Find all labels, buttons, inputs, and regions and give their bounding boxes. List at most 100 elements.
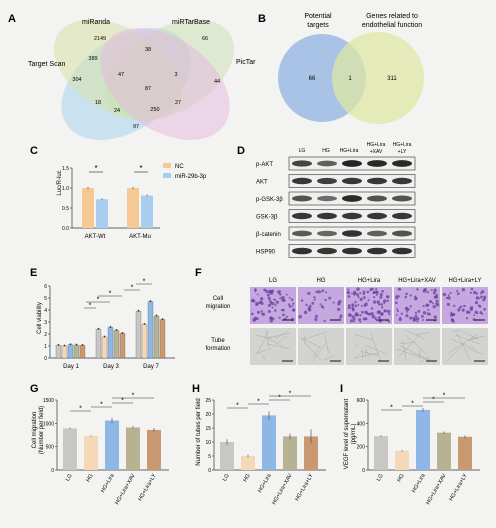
stained-cell	[379, 292, 383, 297]
y-tick-label: 5	[208, 454, 211, 460]
stained-cell	[268, 289, 273, 294]
stained-cell	[375, 293, 378, 296]
tube-network	[365, 345, 388, 355]
stained-cell	[256, 310, 261, 314]
stained-cell	[290, 298, 294, 302]
stained-cell	[275, 300, 279, 304]
stained-cell	[465, 317, 469, 320]
blot-band	[342, 195, 362, 202]
stained-cell	[394, 301, 398, 305]
stained-cell	[363, 296, 366, 299]
stained-cell	[288, 303, 291, 306]
stained-cell	[433, 315, 437, 319]
bar	[61, 345, 68, 359]
venn-a-count: 38	[145, 47, 151, 53]
stained-cell	[332, 301, 335, 304]
tube-network	[355, 344, 359, 347]
y-tick-label: 25	[205, 398, 211, 404]
stained-cell	[433, 295, 437, 299]
blot-col-hg: HG	[322, 148, 330, 154]
tube-network	[402, 339, 407, 362]
blot-band	[392, 160, 412, 167]
stained-cell	[442, 292, 447, 297]
stained-cell	[307, 291, 311, 295]
stained-cell	[363, 304, 367, 308]
stained-cell	[357, 303, 360, 306]
stained-cell	[347, 288, 350, 291]
data-dot	[75, 343, 78, 346]
stained-cell	[364, 310, 368, 314]
bar	[304, 436, 318, 470]
tube-network	[261, 354, 266, 361]
tube-network	[461, 330, 480, 341]
venn-a-count: 3	[174, 72, 177, 78]
blot-row-label: p-GSK-3β	[256, 197, 283, 203]
stained-cell	[400, 312, 404, 316]
panel-c-ylabel: Luc/R-luc	[57, 170, 63, 195]
stained-cell	[380, 312, 384, 316]
tube-network	[404, 330, 425, 340]
stained-cell	[453, 304, 456, 308]
data-dot	[97, 327, 100, 330]
sig-star: *	[257, 399, 260, 406]
stained-cell	[404, 295, 408, 299]
venn-b-title-2b: endothelial function	[362, 22, 422, 29]
blot-band	[392, 230, 412, 237]
bar	[95, 329, 102, 359]
data-dot	[115, 329, 118, 331]
data-dot	[69, 343, 72, 346]
tube-image	[346, 328, 392, 365]
stained-cell	[482, 298, 486, 302]
stained-cell	[298, 314, 302, 319]
tube-network	[266, 337, 283, 347]
stained-cell	[353, 291, 357, 296]
tube-network	[445, 341, 466, 363]
venn-a-title-2: miRTarBase	[172, 19, 210, 26]
stained-cell	[420, 314, 424, 318]
tube-network	[452, 329, 461, 332]
stained-cell	[370, 312, 374, 316]
stained-cell	[417, 309, 421, 313]
stained-cell	[267, 303, 271, 307]
stained-cell	[375, 290, 379, 294]
stained-cell	[319, 303, 322, 306]
sig-star: *	[443, 393, 446, 400]
stained-cell	[433, 288, 437, 292]
stained-cell	[377, 316, 381, 320]
data-dot	[103, 335, 106, 338]
stained-cell	[432, 305, 436, 309]
blot-band	[317, 195, 337, 202]
stained-cell	[372, 300, 377, 304]
blot-band	[392, 177, 412, 185]
panel-i: I VEGF level of supernatant (pg/mL) 0 200…	[340, 383, 480, 506]
tube-network	[324, 334, 329, 354]
x-tick-label: HG	[85, 473, 94, 483]
tube-network	[353, 352, 379, 359]
blot-band	[392, 212, 412, 220]
stained-cell	[361, 310, 364, 314]
tube-network	[302, 338, 321, 348]
stained-cell	[292, 302, 295, 305]
stained-cell	[353, 320, 356, 323]
y-tick-label: 400	[357, 421, 366, 427]
tube-network	[449, 338, 477, 350]
panel-i-ylabel-2: (pg/mL)	[351, 424, 357, 445]
bar	[84, 435, 98, 470]
stained-cell	[285, 293, 288, 296]
stained-cell	[446, 302, 450, 307]
bar	[241, 456, 255, 470]
stained-cell	[478, 297, 481, 300]
sig-star: *	[100, 402, 103, 409]
stained-cell	[271, 306, 274, 309]
y-tick-label: 3	[44, 320, 47, 326]
stained-cell	[465, 310, 470, 314]
image-column-label: LG	[269, 278, 277, 284]
stained-cell	[377, 303, 381, 306]
bar	[126, 427, 140, 470]
stained-cell	[319, 291, 322, 293]
blot-row-label: GSK-3β	[256, 215, 278, 221]
y-tick-label: 2	[44, 332, 47, 338]
x-tick-label: AKT-Wt	[85, 234, 106, 240]
stained-cell	[399, 288, 402, 291]
y-tick-label: 15	[205, 426, 211, 432]
